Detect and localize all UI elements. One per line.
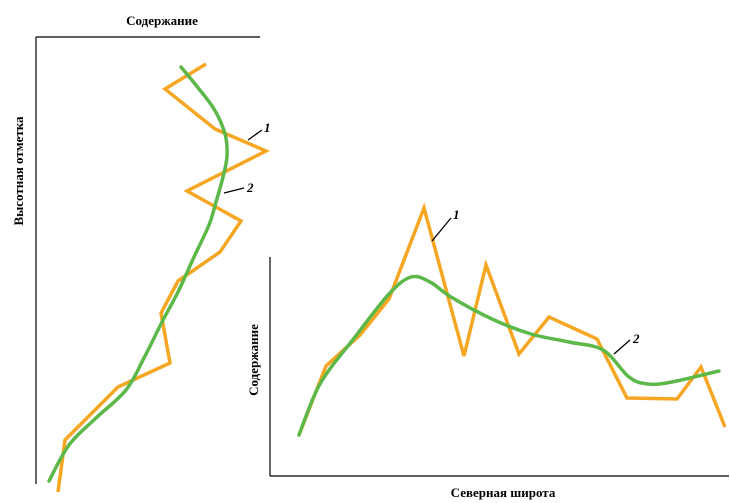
profile-x-axis-title: Содержание: [126, 13, 198, 28]
profile-series-1-leader: [247, 129, 263, 141]
latitude-series-2-label: 2: [632, 331, 640, 346]
latitude-x-axis-title: Северная широта: [451, 485, 556, 500]
latitude-series-2-line: [297, 274, 721, 437]
profile-series-2-line: [47, 65, 229, 483]
profile-series-2-leader: [223, 187, 245, 194]
latitude-series-1-label: 1: [453, 207, 460, 222]
latitude-y-axis-title: Содержание: [246, 324, 261, 396]
profile-y-axis-title: Высотная отметка: [11, 116, 26, 226]
profile-series-1-line: [56, 62, 271, 493]
profile-chart: Содержание Высотная отметка 1 2: [11, 13, 271, 493]
profile-series-1-label: 1: [264, 120, 271, 135]
profile-series-2-label: 2: [246, 180, 254, 195]
latitude-series-2-leader: [613, 339, 631, 355]
latitude-chart: Содержание Северная широта 1 2: [246, 202, 729, 500]
latitude-series-1-leader: [431, 217, 452, 242]
latitude-series-1-line: [297, 202, 727, 436]
